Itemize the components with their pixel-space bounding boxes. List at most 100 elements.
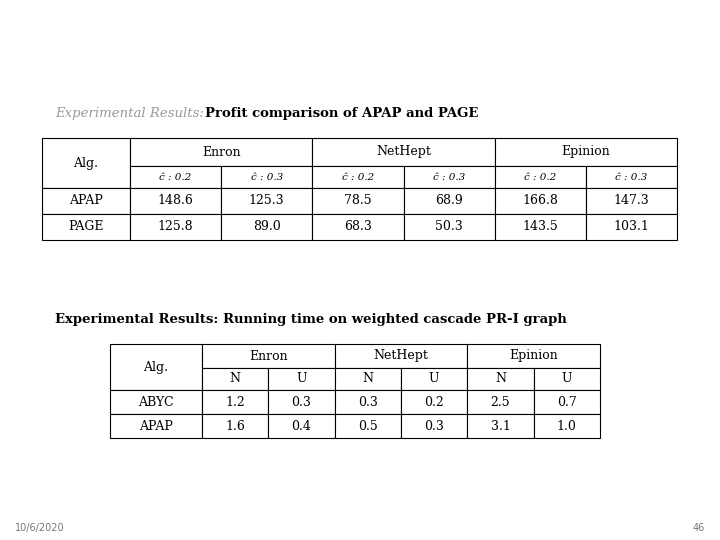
Text: 1.0: 1.0 — [557, 420, 577, 433]
Bar — [403, 188, 495, 214]
Bar — [312, 214, 403, 240]
Bar — [130, 138, 312, 166]
Bar — [335, 414, 401, 438]
Text: 0.3: 0.3 — [358, 395, 378, 408]
Bar — [586, 214, 677, 240]
Text: 68.9: 68.9 — [435, 194, 463, 207]
Bar — [403, 214, 495, 240]
Bar — [221, 166, 312, 188]
Bar — [202, 368, 269, 390]
Bar — [467, 414, 534, 438]
Text: Experimental Results:: Experimental Results: — [55, 107, 208, 120]
Bar — [335, 390, 401, 414]
Text: 2.5: 2.5 — [491, 395, 510, 408]
Text: The University of Texas at Dallas: The University of Texas at Dallas — [13, 48, 130, 53]
Bar — [467, 368, 534, 390]
Bar — [534, 414, 600, 438]
Text: ĉ : 0.3: ĉ : 0.3 — [433, 172, 465, 181]
Text: U: U — [429, 373, 439, 386]
Text: NetHept: NetHept — [376, 145, 431, 159]
Text: 0.3: 0.3 — [292, 395, 312, 408]
Bar — [534, 368, 600, 390]
Bar — [130, 188, 221, 214]
Bar — [312, 188, 403, 214]
Bar — [269, 390, 335, 414]
Text: U: U — [296, 373, 307, 386]
Bar — [42, 188, 130, 214]
Bar — [401, 368, 467, 390]
Text: Epinion: Epinion — [562, 145, 611, 159]
Bar — [586, 188, 677, 214]
Text: N: N — [362, 373, 374, 386]
Text: Epinion: Epinion — [509, 349, 558, 362]
Bar — [312, 138, 495, 166]
Bar — [202, 390, 269, 414]
Text: ĉ : 0.2: ĉ : 0.2 — [342, 172, 374, 181]
Text: ĉ : 0.2: ĉ : 0.2 — [524, 172, 557, 181]
Text: 125.8: 125.8 — [158, 220, 194, 233]
Bar — [495, 214, 586, 240]
Text: ĉ : 0.3: ĉ : 0.3 — [616, 172, 647, 181]
Text: 143.5: 143.5 — [523, 220, 558, 233]
Bar — [221, 214, 312, 240]
Bar — [312, 166, 403, 188]
Bar — [401, 390, 467, 414]
Text: Experimental Results: Running time on weighted cascade PR-I graph: Experimental Results: Running time on we… — [55, 313, 567, 326]
Text: N: N — [495, 373, 506, 386]
Bar — [130, 214, 221, 240]
Text: ERIK JONSSON SCHOOL OF ENGINEERING AND COMPUTER SCIENCE: ERIK JONSSON SCHOOL OF ENGINEERING AND C… — [13, 17, 312, 25]
Text: Profit comparison of APAP and PAGE: Profit comparison of APAP and PAGE — [205, 107, 478, 120]
Bar — [495, 188, 586, 214]
Bar — [495, 166, 586, 188]
Text: 1.2: 1.2 — [225, 395, 245, 408]
Text: 0.4: 0.4 — [292, 420, 312, 433]
Text: 50.3: 50.3 — [435, 220, 463, 233]
Text: ĉ : 0.2: ĉ : 0.2 — [159, 172, 192, 181]
Bar — [401, 414, 467, 438]
Text: 125.3: 125.3 — [249, 194, 284, 207]
Text: U: U — [562, 373, 572, 386]
Text: 0.5: 0.5 — [358, 420, 378, 433]
Bar — [467, 390, 534, 414]
Text: Alg.: Alg. — [73, 157, 99, 170]
Text: 89.0: 89.0 — [253, 220, 281, 233]
Text: 10/6/2020: 10/6/2020 — [15, 523, 65, 533]
Text: 3.1: 3.1 — [490, 420, 510, 433]
Bar — [110, 390, 202, 414]
Bar — [202, 414, 269, 438]
Bar — [42, 214, 130, 240]
Text: 46: 46 — [693, 523, 705, 533]
Text: APAP: APAP — [139, 420, 173, 433]
Text: Alg.: Alg. — [143, 361, 168, 374]
Text: PAGE: PAGE — [68, 220, 104, 233]
Bar — [269, 368, 335, 390]
Text: 0.3: 0.3 — [424, 420, 444, 433]
Bar — [495, 138, 677, 166]
Bar — [534, 390, 600, 414]
Text: APAP: APAP — [69, 194, 103, 207]
Text: 103.1: 103.1 — [613, 220, 649, 233]
Text: NetHept: NetHept — [374, 349, 428, 362]
Text: Enron: Enron — [249, 349, 288, 362]
Bar — [335, 344, 467, 368]
Bar — [110, 414, 202, 438]
Bar — [403, 166, 495, 188]
Text: 147.3: 147.3 — [613, 194, 649, 207]
Bar — [221, 188, 312, 214]
Text: UT Dallas: UT Dallas — [585, 25, 673, 43]
Bar — [467, 344, 600, 368]
Text: 0.7: 0.7 — [557, 395, 577, 408]
Text: N: N — [230, 373, 240, 386]
Bar — [586, 166, 677, 188]
Text: 166.8: 166.8 — [522, 194, 558, 207]
Text: 68.3: 68.3 — [344, 220, 372, 233]
Bar — [130, 166, 221, 188]
Text: 0.2: 0.2 — [424, 395, 444, 408]
Text: ĉ : 0.3: ĉ : 0.3 — [251, 172, 283, 181]
Bar — [269, 414, 335, 438]
Bar — [110, 344, 202, 390]
Text: Enron: Enron — [202, 145, 240, 159]
Text: 78.5: 78.5 — [344, 194, 372, 207]
Bar — [202, 344, 335, 368]
Text: 148.6: 148.6 — [158, 194, 194, 207]
